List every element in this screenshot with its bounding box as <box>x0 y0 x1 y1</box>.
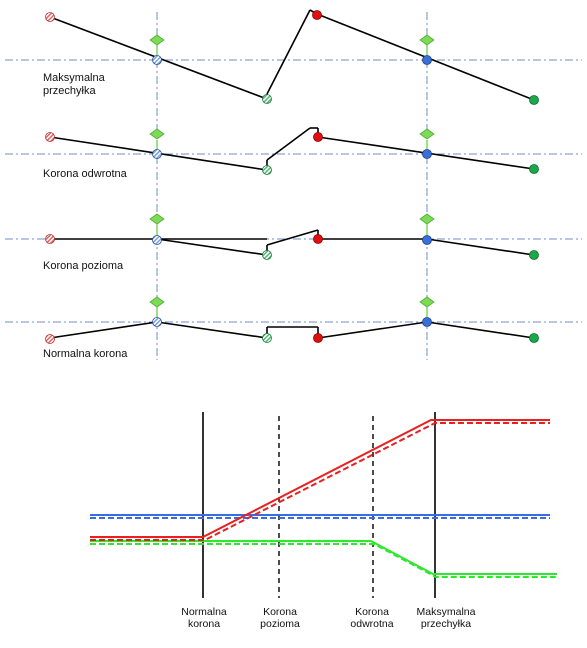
profile-max-superelevation: Maksymalna przechyłka <box>43 9 539 105</box>
edge-point-green-hatched <box>262 333 272 343</box>
edge-point-blue-hatched <box>152 317 162 327</box>
profile-reverse-crown: Korona odwrotna <box>43 127 539 180</box>
edge-point-red-hatched <box>45 12 55 22</box>
edge-point-green-hatched <box>262 94 272 104</box>
edge-point-red-hatched <box>45 334 55 344</box>
edge-point-red <box>313 234 323 244</box>
edge-point-green-hatched <box>262 165 272 175</box>
series-blue <box>90 514 550 519</box>
edge-point-green <box>529 333 539 343</box>
edge-point-blue-hatched <box>152 55 162 65</box>
hinge-marker <box>149 34 165 60</box>
profile-label-max-line1: Maksymalna <box>43 72 106 84</box>
edge-point-blue <box>422 235 432 245</box>
station-label-max-line1: Maksymalna <box>417 606 476 618</box>
station-label-reverse-line2: odwrotna <box>350 618 393 630</box>
profile-label-max-line2: przechyłka <box>43 85 96 97</box>
cross-section-panel: Maksymalna przechyłka Ko <box>5 9 582 360</box>
transition-chart: Normalna korona Korona pozioma Korona od… <box>90 412 557 630</box>
station-label-flat-line1: Korona <box>263 606 297 618</box>
station-label-max-line2: przechyłka <box>421 618 471 630</box>
station-label-reverse-line1: Korona <box>355 606 389 618</box>
edge-point-red <box>313 132 323 142</box>
edge-point-blue-hatched <box>152 149 162 159</box>
edge-point-blue-hatched <box>152 235 162 245</box>
edge-point-red-hatched <box>45 132 55 142</box>
edge-point-blue <box>422 55 432 65</box>
station-label-normal-line2: korona <box>188 618 220 630</box>
edge-point-green <box>529 250 539 260</box>
series-red <box>90 419 550 541</box>
edge-point-green <box>529 164 539 174</box>
edge-point-red-hatched <box>45 234 55 244</box>
edge-point-green-hatched <box>262 250 272 260</box>
series-green <box>90 540 557 578</box>
profile-label-rev: Korona odwrotna <box>43 168 128 180</box>
edge-point-red <box>313 333 323 343</box>
station-label-normal-line1: Normalna <box>181 606 227 618</box>
edge-point-green <box>529 95 539 105</box>
station-label-flat-line2: pozioma <box>260 618 300 630</box>
profile-flat-crown: Korona pozioma <box>43 213 539 272</box>
edge-point-blue <box>422 317 432 327</box>
profile-normal-crown: Normalna korona <box>43 296 539 360</box>
edge-point-blue <box>422 149 432 159</box>
profile-label-normal: Normalna korona <box>43 348 128 360</box>
edge-point-red <box>312 10 322 20</box>
profile-label-flat: Korona pozioma <box>43 260 124 272</box>
